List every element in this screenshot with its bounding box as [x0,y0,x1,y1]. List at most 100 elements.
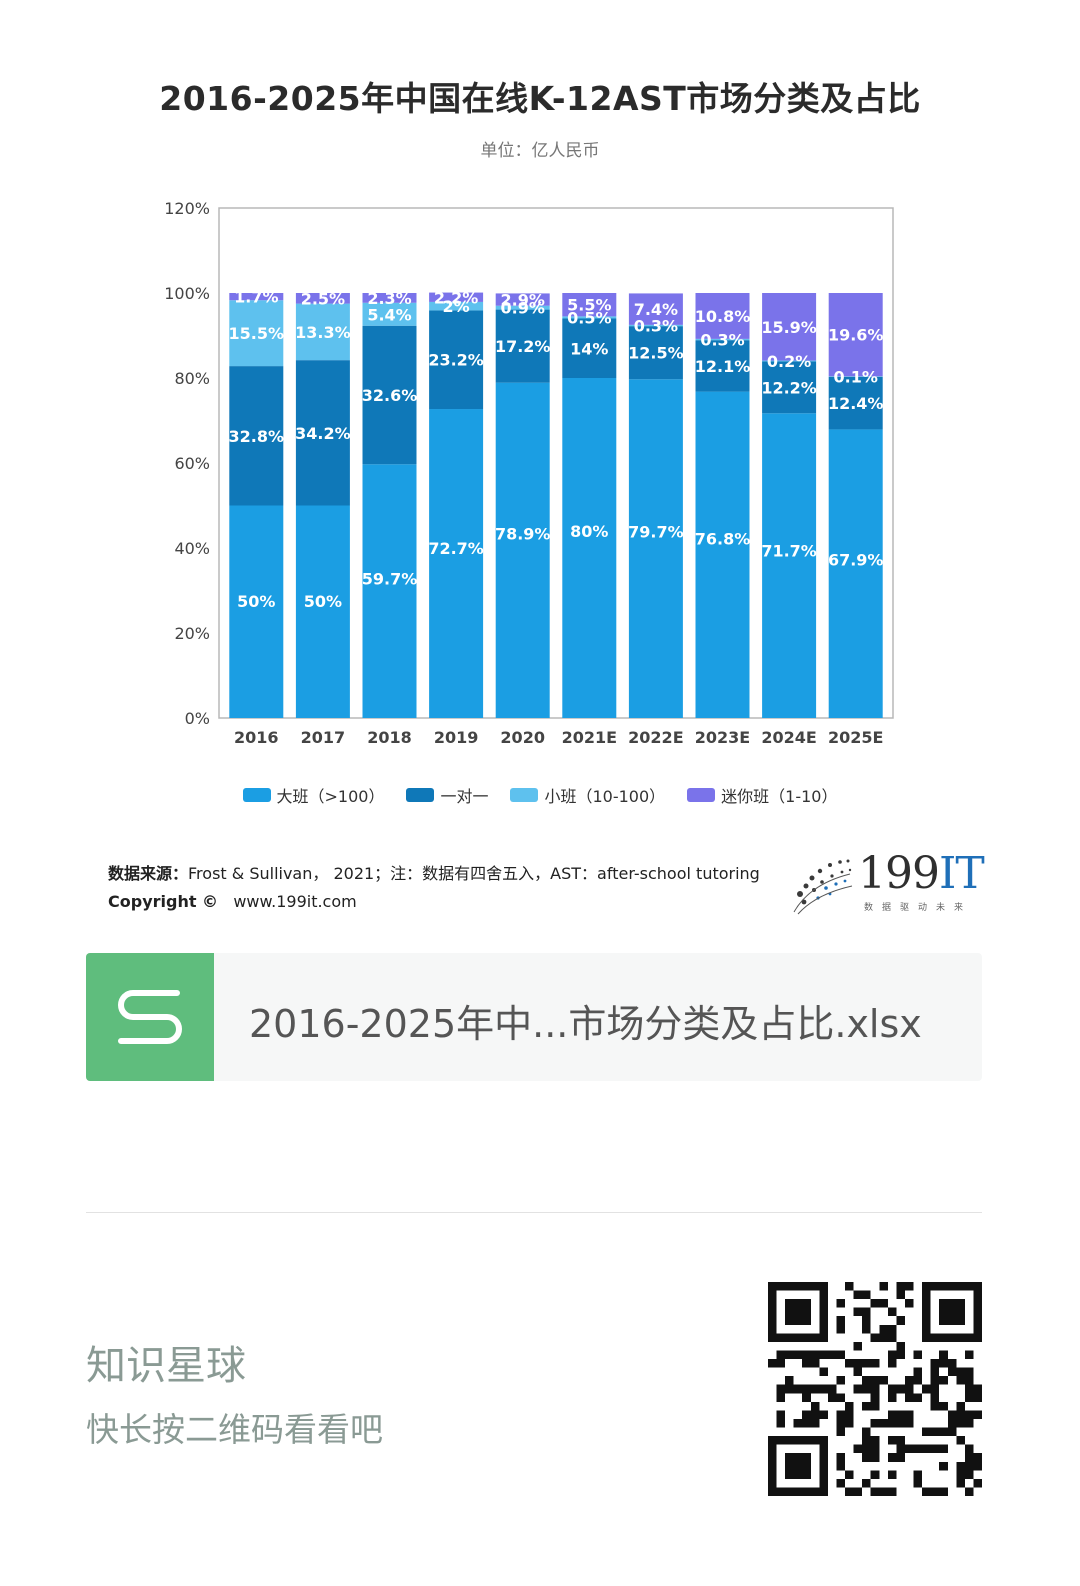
data-label: 13.3% [295,323,351,342]
bar-segment [562,316,617,319]
x-tick-label: 2018 [367,728,412,747]
legend-label: 迷你班（1-10） [721,787,838,806]
qr-code-icon[interactable] [768,1282,982,1496]
copyright-url: www.199it.com [233,892,357,911]
data-label: 0.5% [567,308,611,327]
file-attachment-card[interactable]: 2016-2025年中...市场分类及占比.xlsx [86,953,982,1081]
data-label: 0.3% [634,317,678,336]
x-tick-label: 2021E [562,728,617,747]
bar-segment [295,505,350,718]
bar-segment [229,366,284,506]
data-label: 5.5% [567,296,611,315]
x-tick-label: 2024E [761,728,816,747]
bar-segment [495,382,550,718]
bar-segment [628,293,683,325]
legend-label: 小班（10-100） [544,787,666,806]
data-label: 19.6% [828,326,884,345]
data-label: 32.8% [229,427,285,446]
chart-subtitle: 单位：亿人民币 [480,141,600,161]
data-label: 12.2% [761,378,817,397]
data-label: 32.6% [362,386,418,405]
bar-segment [628,324,683,327]
stacked-bar-chart: 0% 20% 40% 60% 80% 100% 120% 50% 32.8% 15.5% 1.7% 2… [164,199,894,747]
plot-frame [218,207,894,719]
x-tick-label: 2022E [628,728,683,747]
brand-logo: 199IT 数据驱动未来 [790,848,985,918]
bar-segment [762,293,817,361]
data-label: 17.2% [495,337,551,356]
data-label: 78.9% [495,525,551,544]
bar-segment [695,340,750,392]
data-label: 5.4% [367,305,411,324]
y-tick-label: 120% [164,199,210,218]
legend-label: 一对一 [440,787,489,806]
x-tick-label: 2017 [301,728,346,747]
brand-name: 199IT [858,848,985,899]
bar-segment [828,376,883,430]
source-note: 数据来源：Frost & Sullivan， 2021；注：数据有四舍五入，AS… [108,860,760,916]
data-label: 15.5% [229,324,285,343]
x-tick-label: 2019 [434,728,479,747]
y-tick-label: 0% [185,709,210,728]
data-label: 1.7% [234,288,278,307]
data-label: 23.2% [428,351,484,370]
file-name[interactable]: 2016-2025年中...市场分类及占比.xlsx [249,1002,922,1046]
data-label: 76.8% [695,529,751,548]
legend-label: 大班（>100） [276,787,385,806]
data-label: 79.7% [628,523,684,542]
data-label: 10.8% [695,307,751,326]
data-label: 2.9% [501,291,545,310]
bar-segment [295,293,350,304]
footer-title: 知识星球 [86,1343,246,1389]
y-tick-label: 40% [174,539,210,558]
bar-segment [295,303,350,361]
data-label: 34.2% [295,424,351,443]
legend-swatch [406,788,435,802]
spreadsheet-s-icon [86,953,214,1081]
data-label: 14% [570,339,608,358]
bar-segment [562,293,617,317]
bar-segment [695,391,750,718]
source-label: 数据来源： [108,864,189,883]
bar-segment [229,300,284,367]
data-label: 0.1% [834,368,878,387]
legend-item: 一对一 [406,783,488,807]
divider [86,1212,982,1213]
bar-segment [229,293,284,301]
bar-segment [429,310,484,410]
data-label: 67.9% [828,550,884,569]
y-tick-label: 20% [174,624,210,643]
data-label: 12.4% [828,394,884,413]
data-label: 2.5% [301,289,345,308]
bar-segment [762,413,817,718]
bar-segment [362,293,417,303]
bar-segment [562,378,617,718]
x-tick-label: 2025E [828,728,883,747]
bar-segment [229,505,284,718]
footer-subtitle: 快长按二维码看看吧 [86,1410,383,1449]
legend-item: 迷你班（1-10） [687,783,837,807]
bar-segment [495,293,550,306]
data-label: 15.9% [761,318,817,337]
x-tick-label: 2020 [500,728,545,747]
x-tick-label: 2023E [695,728,750,747]
data-label: 71.7% [761,541,817,560]
bar-segment [362,302,417,326]
data-label: 7.4% [634,300,678,319]
bar-segment [362,464,417,718]
data-label: 80% [570,522,608,541]
bar-segment [695,338,750,341]
copyright-label: Copyright © [108,892,219,911]
bar-segment [628,379,683,718]
legend-swatch [242,788,271,802]
data-label: 50% [304,592,342,611]
brand-tagline: 数据驱动未来 [864,903,973,913]
bar-segment [429,409,484,718]
data-label: 12.5% [628,344,684,363]
data-label: 2% [443,297,470,316]
data-label: 72.7% [428,539,484,558]
bar-segment [429,292,484,302]
legend-swatch [510,788,539,802]
bar-segment [695,293,750,339]
bar-segment [295,360,350,506]
